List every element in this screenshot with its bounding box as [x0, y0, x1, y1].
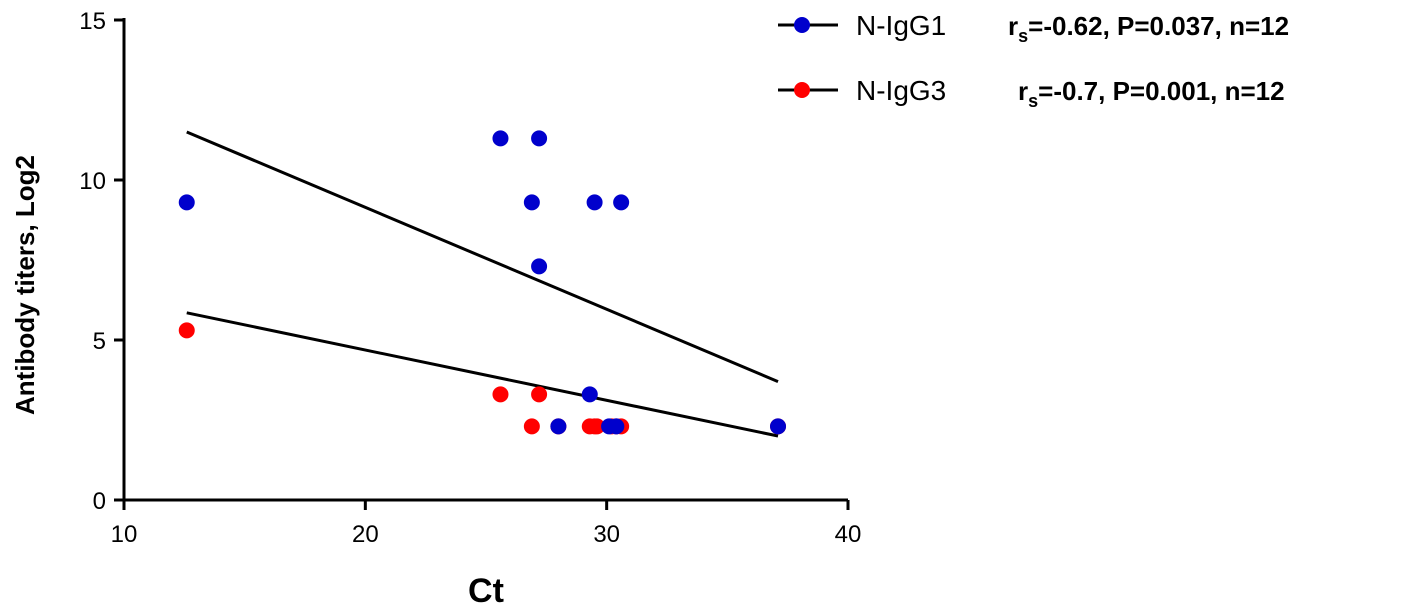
- y-tick-label: 5: [93, 328, 106, 355]
- fit-line: [186, 311, 779, 438]
- data-point: [613, 194, 630, 211]
- y-tick-label: 10: [79, 168, 106, 195]
- x-tick-label: 10: [111, 521, 138, 548]
- legend-label: N-IgG1: [856, 10, 946, 41]
- fit-line: [186, 130, 779, 383]
- data-point: [608, 418, 625, 435]
- x-tick-label: 40: [835, 521, 862, 548]
- legend-marker: [794, 82, 810, 98]
- data-point: [523, 194, 540, 211]
- legend-label: N-IgG3: [856, 75, 946, 106]
- data-point: [586, 194, 603, 211]
- x-axis-title: Ct: [468, 572, 504, 610]
- data-point: [770, 418, 787, 435]
- data-point: [531, 258, 548, 275]
- data-point: [523, 418, 540, 435]
- data-point: [550, 418, 567, 435]
- legend: N-IgG1 rs=-0.62, P=0.037, n=12 N-IgG3 rs=-0…: [778, 10, 1289, 111]
- fit-lines: [186, 130, 779, 438]
- axes: 10 20 30 40 0 5 10 15: [79, 8, 861, 548]
- legend-stat: rs=-0.7, P=0.001, n=12: [1018, 76, 1285, 111]
- data-point: [178, 194, 195, 211]
- data-point: [581, 386, 598, 403]
- y-axis-title: Antibody titers, Log2: [10, 155, 40, 415]
- y-tick-label: 0: [93, 488, 106, 515]
- data-point: [531, 130, 548, 147]
- data-point: [492, 130, 509, 147]
- x-tick-label: 20: [352, 521, 379, 548]
- x-tick-label: 30: [593, 521, 620, 548]
- data-point: [586, 418, 603, 435]
- y-tick-label: 15: [79, 8, 106, 35]
- data-points: [178, 130, 787, 435]
- data-point: [178, 322, 195, 339]
- data-point: [531, 386, 548, 403]
- legend-marker: [794, 17, 810, 33]
- data-point: [492, 386, 509, 403]
- legend-stat: rs=-0.62, P=0.037, n=12: [1008, 11, 1289, 46]
